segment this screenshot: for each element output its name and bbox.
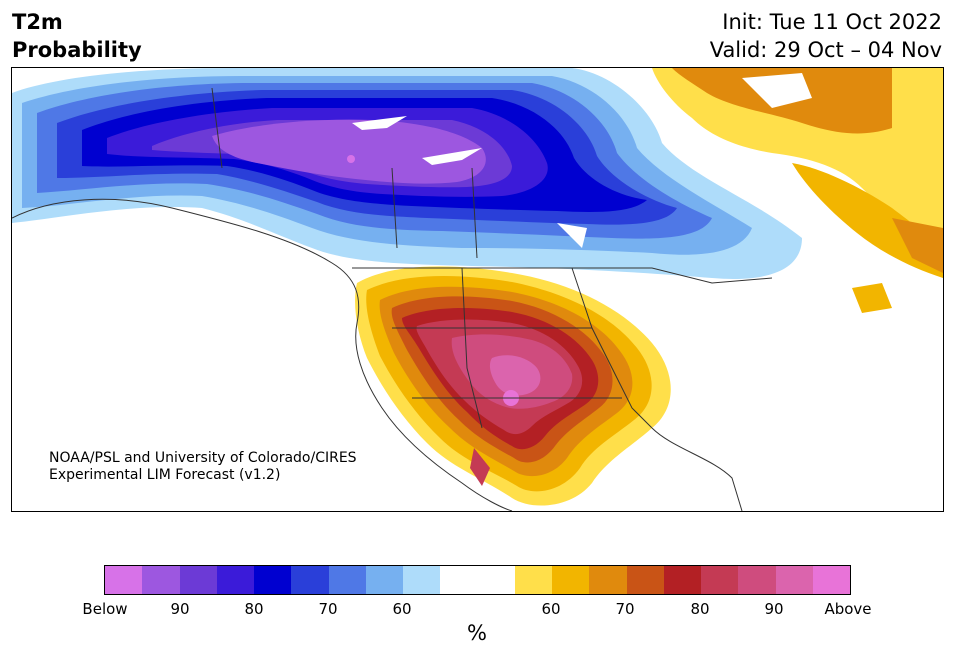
colorbar-tick-label: 90	[170, 600, 190, 618]
init-date: Init: Tue 11 Oct 2022	[722, 10, 942, 34]
colorbar-swatch	[254, 566, 292, 594]
colorbar-swatch	[514, 566, 552, 594]
colorbar-swatch	[291, 566, 329, 594]
colorbar-swatch	[179, 566, 217, 594]
data-credit: NOAA/PSL and University of Colorado/CIRE…	[49, 450, 357, 484]
probability-map	[11, 67, 944, 512]
colorbar-tick-label: 60	[392, 600, 412, 618]
colorbar-tick-label: Above	[824, 600, 872, 618]
colorbar-swatch	[552, 566, 590, 594]
colorbar-swatch	[142, 566, 180, 594]
colorbar-swatch	[663, 566, 701, 594]
map-title: T2m Probability	[12, 8, 142, 64]
colorbar-tick-label: 80	[690, 600, 710, 618]
credit-line-2: Experimental LIM Forecast (v1.2)	[49, 467, 281, 483]
cold-anomaly-region	[12, 68, 802, 279]
colorbar-swatch	[589, 566, 627, 594]
east-canada-warm	[652, 68, 943, 313]
forecast-dates: Init: Tue 11 Oct 2022 Valid: 29 Oct – 04…	[710, 8, 942, 64]
colorbar	[104, 565, 851, 595]
map-boundaries	[12, 87, 773, 511]
colorbar-tick-label: 80	[244, 600, 264, 618]
colorbar-tick-label: 70	[615, 600, 635, 618]
colorbar-tick-label: 90	[764, 600, 784, 618]
colorbar-tick-label: 60	[541, 600, 561, 618]
map-canvas	[12, 68, 943, 511]
colorbar-swatch	[328, 566, 366, 594]
colorbar-tick-label: Below	[82, 600, 128, 618]
valid-date: Valid: 29 Oct – 04 Nov	[709, 38, 942, 62]
colorbar-swatch	[440, 566, 478, 594]
credit-line-1: NOAA/PSL and University of Colorado/CIRE…	[49, 450, 357, 466]
colorbar-swatch	[403, 566, 441, 594]
colorbar-swatch	[105, 566, 143, 594]
colorbar-swatch	[626, 566, 664, 594]
colorbar-swatch	[365, 566, 403, 594]
colorbar-swatch	[701, 566, 739, 594]
colorbar-swatch	[775, 566, 813, 594]
colorbar-swatch	[738, 566, 776, 594]
colorbar-swatch	[216, 566, 254, 594]
colorbar-tick-label: 70	[318, 600, 338, 618]
warm-anomaly-region	[355, 266, 671, 506]
colorbar-unit-label: %	[467, 621, 487, 645]
colorbar-swatch	[812, 566, 850, 594]
colorbar-swatch	[477, 566, 515, 594]
title-line-1: T2m	[12, 10, 63, 34]
title-line-2: Probability	[12, 38, 142, 62]
